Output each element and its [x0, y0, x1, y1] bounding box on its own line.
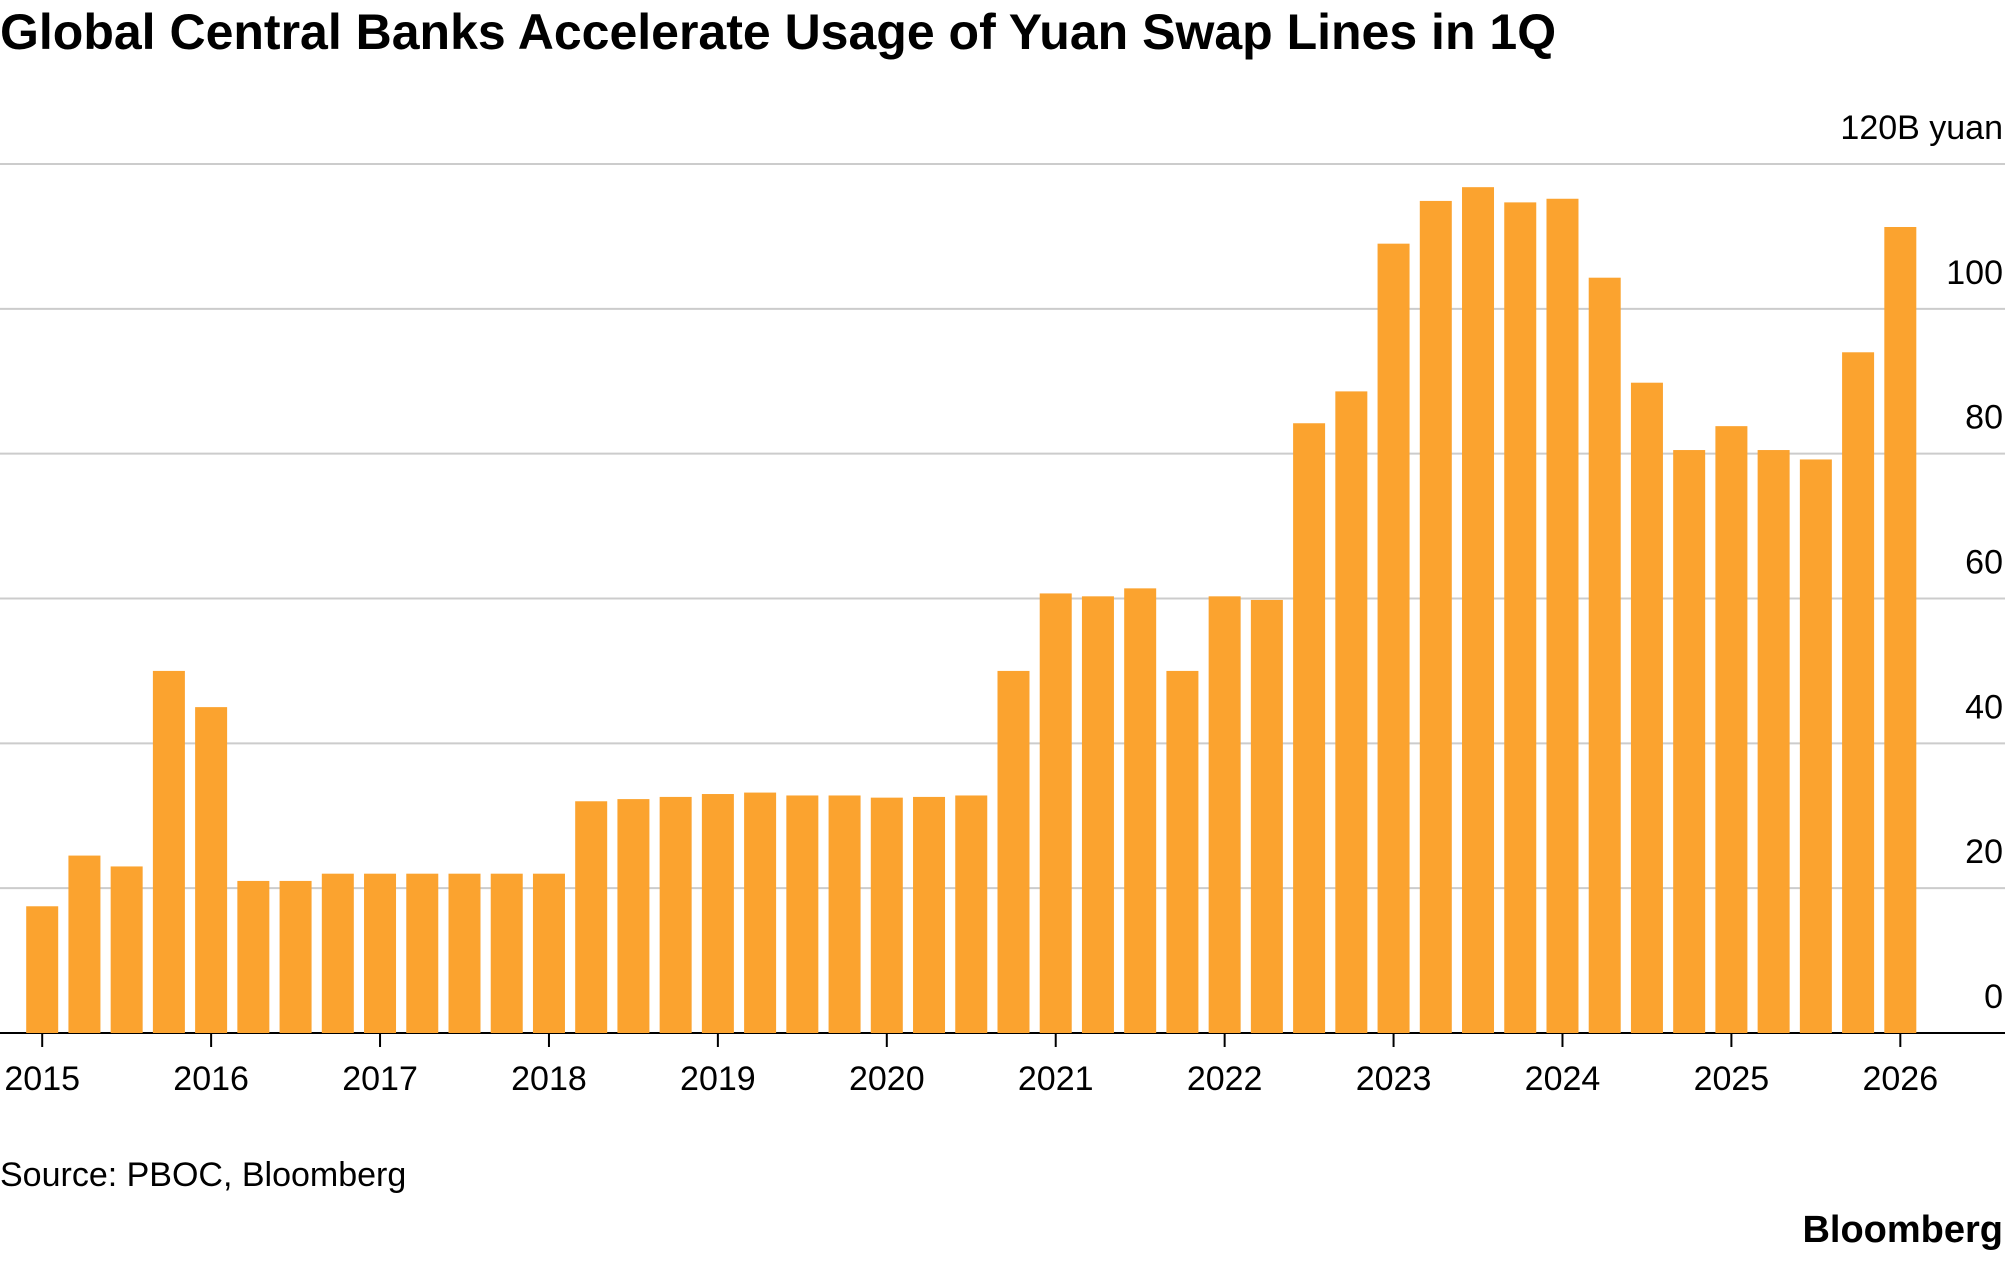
- bar: [1715, 426, 1748, 1034]
- bar: [1208, 596, 1241, 1033]
- y-tick-label: 60: [1965, 543, 2003, 581]
- x-tick-label: 2022: [1187, 1060, 1263, 1098]
- x-tick-label: 2019: [680, 1060, 756, 1098]
- bar: [110, 866, 143, 1033]
- x-tick-label: 2025: [1694, 1060, 1770, 1098]
- bar: [659, 796, 692, 1033]
- x-tick-label: 2020: [849, 1060, 925, 1098]
- bar: [955, 795, 988, 1033]
- x-tick-label: 2021: [1018, 1060, 1094, 1098]
- bar: [744, 792, 777, 1033]
- bar: [1250, 599, 1283, 1033]
- bar: [1166, 670, 1199, 1033]
- bar: [1419, 200, 1452, 1033]
- bar: [1884, 227, 1917, 1033]
- bar: [321, 873, 354, 1033]
- bar: [448, 873, 481, 1033]
- bar: [26, 906, 59, 1033]
- y-tick-label: 100: [1946, 254, 2003, 292]
- bar: [1588, 277, 1621, 1033]
- bar: [1377, 243, 1410, 1034]
- x-tick-label: 2024: [1525, 1060, 1601, 1098]
- bar: [195, 707, 228, 1033]
- bar: [406, 873, 439, 1033]
- bar: [68, 855, 101, 1033]
- x-tick-label: 2015: [4, 1060, 80, 1098]
- y-tick-label: 120B yuan: [1840, 109, 2003, 147]
- x-tick-label: 2023: [1356, 1060, 1432, 1098]
- bar: [617, 799, 650, 1033]
- y-tick-label: 0: [1984, 978, 2003, 1016]
- y-tick-label: 20: [1965, 833, 2003, 871]
- bar: [870, 797, 903, 1033]
- y-tick-label: 80: [1965, 399, 2003, 437]
- bar: [786, 795, 819, 1033]
- brand-logo: Bloomberg: [1802, 1209, 2003, 1251]
- x-tick-label: 2017: [342, 1060, 418, 1098]
- bar: [1124, 588, 1157, 1033]
- bar: [1335, 391, 1368, 1034]
- chart-title: Global Central Banks Accelerate Usage of…: [0, 4, 1556, 60]
- bar: [1757, 450, 1790, 1033]
- bar: [913, 796, 946, 1033]
- x-tick-label: 2016: [173, 1060, 249, 1098]
- bar: [575, 801, 608, 1033]
- bar: [1081, 596, 1114, 1033]
- bar: [828, 795, 861, 1033]
- bar: [997, 670, 1030, 1033]
- bar: [1462, 187, 1495, 1033]
- bar: [490, 873, 523, 1033]
- x-tick-label: 2018: [511, 1060, 587, 1098]
- x-tick-label: 2026: [1862, 1060, 1938, 1098]
- source-note: Source: PBOC, Bloomberg: [0, 1156, 406, 1194]
- bar: [364, 873, 397, 1033]
- bar: [1842, 352, 1875, 1033]
- bar: [1546, 198, 1579, 1033]
- bar: [1293, 423, 1326, 1033]
- bar: [237, 880, 270, 1033]
- bar: [1799, 459, 1832, 1034]
- bar: [532, 873, 565, 1033]
- bar: [279, 880, 312, 1033]
- bar: [1504, 202, 1537, 1033]
- y-tick-label: 40: [1965, 688, 2003, 726]
- bar: [152, 670, 185, 1033]
- bar: [1630, 382, 1663, 1033]
- bar: [1039, 593, 1072, 1033]
- bar: [701, 794, 734, 1033]
- bar: [1673, 450, 1706, 1033]
